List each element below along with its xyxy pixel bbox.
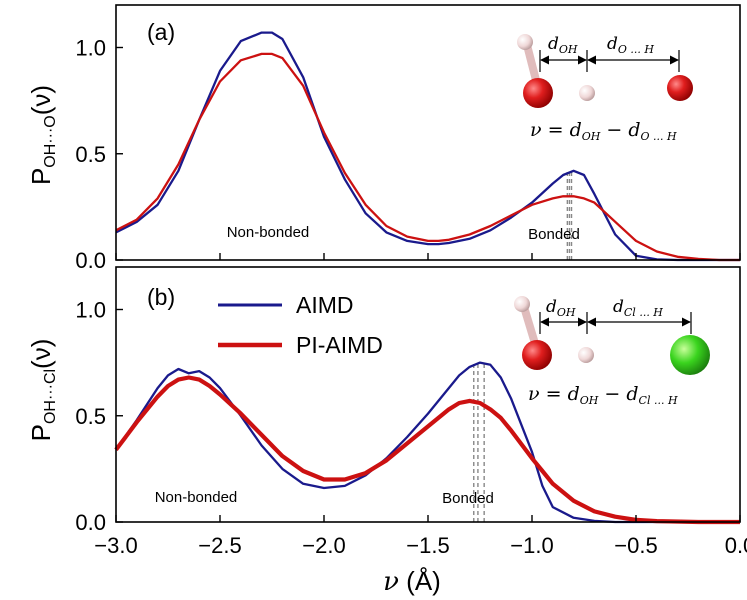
- y-tick-label: 0.0: [75, 248, 106, 273]
- x-tick-label: −3.0: [94, 533, 137, 558]
- series-line-pi-aimd: [115, 52, 740, 262]
- x-axis-label: ν (Å): [383, 566, 441, 597]
- hydrogen-atom-icon: [579, 85, 595, 101]
- inset-label-d-cl-h: dCl ... H: [613, 297, 663, 319]
- legend-label-aimd: AIMD: [296, 292, 354, 318]
- annotation-bonded-a: Bonded: [528, 226, 580, 243]
- x-tick-label: −0.5: [614, 533, 657, 558]
- y-tick-label: 1.0: [75, 36, 106, 61]
- y-axis-label: POH···Cl(ν): [26, 339, 59, 442]
- svg-text:POH···Cl(ν): POH···Cl(ν): [26, 339, 59, 442]
- legend-label-pi-aimd: PI-AIMD: [296, 332, 383, 358]
- oxygen-acceptor-icon: [667, 75, 693, 101]
- equation-a: ν = dOH − dO ... H: [530, 119, 677, 143]
- molecule-inset-b: dOH dCl ... H ν = dOH − dCl ... H: [514, 296, 710, 407]
- oxygen-atom-icon: [522, 340, 552, 370]
- hydrogen-atom-icon: [578, 347, 594, 363]
- svg-text:POH···O(ν): POH···O(ν): [26, 85, 59, 185]
- panel-label-b: (b): [147, 284, 175, 310]
- series-line-pi-aimd: [114, 375, 740, 525]
- y-label-sub: OH···O: [42, 115, 59, 167]
- y-axis-label: POH···O(ν): [26, 85, 59, 185]
- chloride-ion-icon: [670, 335, 710, 375]
- series-line-aimd: [115, 361, 740, 524]
- y-tick-label: 0.5: [75, 404, 106, 429]
- annotation-bonded-b: Bonded: [442, 490, 494, 507]
- equation-b: ν = dOH − dCl ... H: [528, 383, 678, 407]
- x-tick-label: −2.5: [198, 533, 241, 558]
- panel-label-a: (a): [147, 19, 175, 45]
- legend: AIMD PI-AIMD: [218, 292, 383, 358]
- y-label-arg: (ν): [26, 339, 56, 369]
- y-tick-label: 0.0: [75, 510, 106, 535]
- y-label-arg: (ν): [26, 85, 56, 115]
- inset-label-d-o-h: dO ... H: [607, 34, 654, 56]
- series-line-aimd: [115, 31, 740, 262]
- x-tick-label: −1.0: [510, 533, 553, 558]
- oxygen-atom-icon: [523, 78, 553, 108]
- y-label-sub: OH···Cl: [42, 369, 59, 424]
- y-tick-label: 1.0: [75, 298, 106, 323]
- y-label-main: P: [26, 424, 56, 441]
- annotation-non-bonded-a: Non-bonded: [227, 224, 310, 241]
- y-tick-label: 0.5: [75, 142, 106, 167]
- panel-b: 0.0 0.5 1.0 −3.0 −2.5 −2.0 −1.5 −1.0 −0.5 0.0: [75, 266, 747, 558]
- panel-a: 0.0 0.5 1.0: [75, 4, 741, 273]
- x-tick-label: −1.5: [406, 533, 449, 558]
- x-tick-label: −2.0: [302, 533, 345, 558]
- x-tick-label: 0.0: [725, 533, 747, 558]
- inset-label-d-oh: dOH: [548, 34, 578, 56]
- hydrogen-atom-icon: [514, 296, 530, 312]
- inset-label-d-oh: dOH: [546, 297, 576, 319]
- hydrogen-atom-icon: [517, 34, 533, 50]
- y-label-main: P: [26, 168, 56, 185]
- annotation-non-bonded-b: Non-bonded: [155, 489, 238, 506]
- molecule-inset-a: dOH dO ... H ν = dOH − dO ... H: [517, 34, 693, 143]
